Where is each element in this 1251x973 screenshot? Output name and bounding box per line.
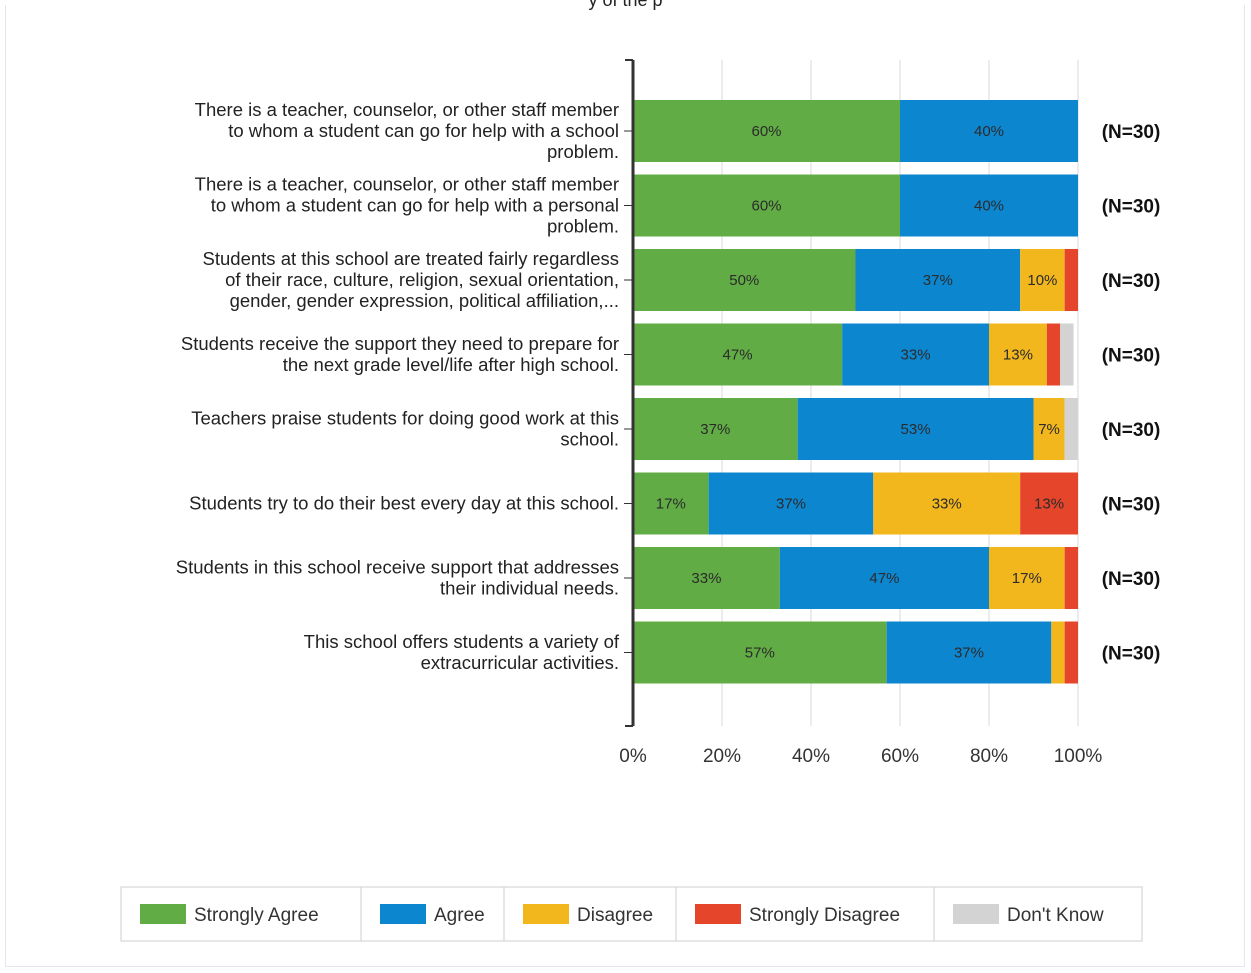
data-label: 33% — [901, 347, 931, 364]
data-label: 60% — [751, 198, 781, 215]
n-label: (N=30) — [1102, 569, 1161, 590]
n-labels: (N=30) (N=30) (N=30) (N=30) (N=30) (N=30) (N=3… — [1102, 122, 1161, 665]
x-tick-label: 80% — [970, 746, 1008, 767]
x-tick-label: 20% — [703, 746, 741, 767]
bar-segment — [633, 472, 709, 535]
n-label: (N=30) — [1102, 495, 1161, 516]
category-label: Students at this school are treated fair… — [203, 248, 619, 311]
legend-label: Agree — [434, 905, 485, 926]
bar-segment — [797, 398, 1034, 460]
data-label: 47% — [723, 347, 753, 364]
data-label: 10% — [1027, 272, 1057, 289]
bar-segment — [1064, 547, 1078, 609]
axes — [624, 59, 635, 727]
chart-frame — [5, 5, 1245, 967]
data-label: 37% — [923, 272, 953, 289]
bar-segment — [633, 174, 900, 237]
n-label: (N=30) — [1102, 271, 1161, 292]
data-label: 40% — [974, 123, 1004, 140]
category-label: Teachers praise students for doing good … — [191, 408, 619, 450]
legend-swatch — [380, 904, 426, 924]
legend-label: Strongly Disagree — [749, 905, 900, 926]
bar-segment — [633, 398, 798, 460]
data-label: 37% — [700, 421, 730, 438]
bar-segment — [900, 174, 1078, 237]
legend-label: Disagree — [577, 905, 653, 926]
category-label: There is a teacher, counselor, or other … — [195, 174, 619, 237]
legend-label: Strongly Agree — [194, 905, 319, 926]
n-label: (N=30) — [1102, 420, 1161, 441]
legend-swatch — [140, 904, 186, 924]
data-label: 37% — [776, 496, 806, 513]
bar-segment — [633, 249, 856, 311]
legend-swatch — [953, 904, 999, 924]
data-label: 50% — [729, 272, 759, 289]
data-label: 40% — [974, 198, 1004, 215]
bar-segment — [989, 323, 1047, 386]
data-label: 57% — [745, 645, 775, 662]
x-tick-label: 40% — [792, 746, 830, 767]
bar-segment — [873, 472, 1021, 535]
bar-segment — [1020, 472, 1078, 535]
bar-segment — [1064, 621, 1078, 684]
bar-segment — [989, 547, 1065, 609]
bar-segment — [1060, 323, 1074, 386]
legend-label: Don't Know — [1007, 905, 1104, 926]
n-label: (N=30) — [1102, 644, 1161, 665]
clipped-title-text: y of the p — [588, 0, 663, 10]
data-label: 7% — [1038, 421, 1060, 438]
bar-segment — [633, 100, 900, 162]
category-label: Students try to do their best every day … — [189, 493, 619, 514]
category-labels: There is a teacher, counselor, or other … — [176, 99, 620, 673]
bar-segment — [1046, 323, 1061, 386]
category-label: This school offers students a variety of… — [304, 631, 620, 673]
bar-segment — [633, 323, 843, 386]
n-label: (N=30) — [1102, 122, 1161, 143]
data-label: 33% — [691, 570, 721, 587]
bar-segment — [633, 547, 780, 609]
bar-segment — [900, 100, 1078, 162]
data-label: 33% — [932, 496, 962, 513]
data-label: 17% — [1012, 570, 1042, 587]
n-label: (N=30) — [1102, 197, 1161, 218]
data-label: 53% — [901, 421, 931, 438]
data-label: 47% — [869, 570, 899, 587]
bar-segment — [886, 621, 1052, 684]
bar-segment — [855, 249, 1021, 311]
data-label: 13% — [1034, 496, 1064, 513]
legend: Strongly Agree Agree Disagree Strongly Disa… — [120, 886, 1143, 942]
bar-segment — [1051, 621, 1065, 684]
bar-segment — [1064, 398, 1078, 460]
bar-segment — [708, 472, 874, 535]
category-label: There is a teacher, counselor, or other … — [195, 99, 619, 162]
data-label: 13% — [1003, 347, 1033, 364]
data-label: 60% — [751, 123, 781, 140]
bar-segment — [1020, 249, 1065, 311]
bar-segment — [842, 323, 989, 386]
bar-segment — [1033, 398, 1065, 460]
x-tick-label: 60% — [881, 746, 919, 767]
data-label: 37% — [954, 645, 984, 662]
x-tick-label: 100% — [1054, 746, 1103, 767]
x-tick-label: 0% — [619, 746, 647, 767]
x-tick-labels: 0% 20% 40% 60% 80% 100% — [619, 746, 1102, 767]
legend-swatch — [695, 904, 741, 924]
gridlines — [721, 60, 1079, 726]
bar-segment — [1064, 249, 1078, 311]
bar-segment — [779, 547, 989, 609]
n-label: (N=30) — [1102, 346, 1161, 367]
bars: 60% 40% 60% 40% 50% 37% 10% 47% 33% 13% 37% 53% 7% 17… — [633, 100, 1078, 684]
bar-segment — [633, 621, 887, 684]
category-label: Students in this school receive support … — [176, 557, 619, 599]
data-label: 17% — [656, 496, 686, 513]
category-label: Students receive the support they need t… — [181, 333, 619, 375]
legend-swatch — [523, 904, 569, 924]
